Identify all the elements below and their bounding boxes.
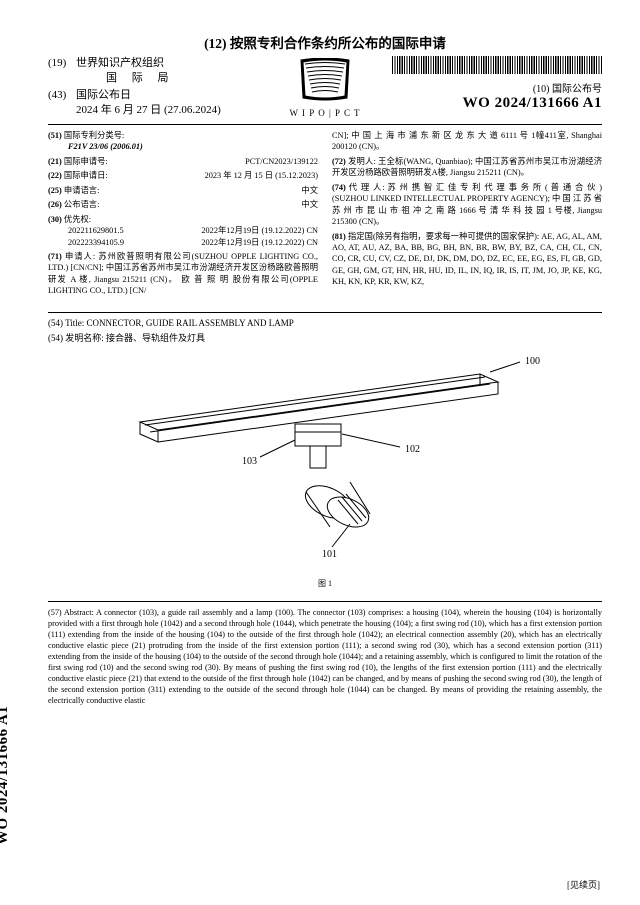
field-22: (22) 国际申请日: 2023 年 12 月 15 日 (15.12.2023… <box>48 170 318 181</box>
field-72-text: 发明人: 王全标(WANG, Quanbiao); 中国江苏省苏州市吴江市汾湖经… <box>332 157 602 177</box>
field-71-cont-text: CN]; 中 国 上 海 市 浦 东 新 区 龙 东 大 道 6111 号 1幢… <box>332 131 602 151</box>
field-21: (21) 国际申请号: PCT/CN2023/139122 <box>48 156 318 167</box>
fig-label-100: 100 <box>525 356 540 367</box>
header-row: (19)世界知识产权组织 国 际 局 (43)国际公布日 2024 年 6 月 … <box>48 56 602 118</box>
figure-area: 100 102 103 101 <box>48 352 602 572</box>
field-72: (72) 发明人: 王全标(WANG, Quanbiao); 中国江苏省苏州市吴… <box>332 156 602 179</box>
field-19-code: (19) <box>48 56 76 71</box>
fig-label-103: 103 <box>242 456 257 467</box>
field-74: (74) 代 理 人: 苏 州 携 智 汇 佳 专 利 代 理 事 务 所 ( … <box>332 182 602 228</box>
field-25-value: 中文 <box>301 185 318 196</box>
biblio-left-col: (51) 国际专利分类号: F21V 23/06 (2006.01) (21) … <box>48 130 318 300</box>
field-30-row1-date: 2022年12月19日 (19.12.2022) CN <box>201 237 318 248</box>
field-19-line2: 国 际 局 <box>48 71 258 86</box>
field-30-row1-num: 202223394105.9 <box>68 237 124 248</box>
field-43-code: (43) <box>48 88 76 103</box>
field-51-label: 国际专利分类号: <box>64 131 124 140</box>
field-51-value: F21V 23/06 (2006.01) <box>48 142 143 151</box>
wipo-logo-text: W I P O | P C T <box>270 108 380 118</box>
field-22-label: 国际申请日: <box>64 171 108 180</box>
divider-mid <box>48 312 602 313</box>
header-left: (19)世界知识产权组织 国 际 局 (43)国际公布日 2024 年 6 月 … <box>48 56 258 117</box>
field-30: (30) 优先权: 202211629801.5 2022年12月19日 (19… <box>48 214 318 248</box>
title-12: (12) 按照专利合作条约所公布的国际申请 <box>48 32 602 52</box>
barcode <box>392 56 602 74</box>
pub-number: WO 2024/131666 A1 <box>392 95 602 112</box>
continued-marker: [见续页] <box>567 878 600 891</box>
field-51: (51) 国际专利分类号: F21V 23/06 (2006.01) <box>48 130 318 153</box>
pub-number-label: (10) 国际公布号 <box>392 80 602 95</box>
field-26: (26) 公布语言: 中文 <box>48 199 318 210</box>
header-right: (10) 国际公布号 WO 2024/131666 A1 <box>392 56 602 112</box>
fig-label-101: 101 <box>322 549 337 560</box>
wipo-logo-icon <box>297 58 353 104</box>
field-71-text: 申请人: 苏州欧普照明有限公司(SUZHOU OPPLE LIGHTING CO… <box>48 252 318 295</box>
field-26-label: 公布语言: <box>64 200 100 209</box>
biblio-right-col: CN]; 中 国 上 海 市 浦 东 新 区 龙 东 大 道 6111 号 1幢… <box>332 130 602 300</box>
field-30-label: 优先权: <box>64 215 91 224</box>
field-25-label: 申请语言: <box>64 186 100 195</box>
field-21-value: PCT/CN2023/139122 <box>245 156 318 167</box>
field-22-value: 2023 年 12 月 15 日 (15.12.2023) <box>205 170 318 181</box>
field-21-label: 国际申请号: <box>64 157 108 166</box>
wipo-logo-block: W I P O | P C T <box>270 56 380 118</box>
bibliographic-block: (51) 国际专利分类号: F21V 23/06 (2006.01) (21) … <box>48 130 602 300</box>
figure-caption: 图 1 <box>48 578 602 589</box>
field-43-date: 2024 年 6 月 27 日 (27.06.2024) <box>48 103 258 118</box>
figure-1-svg: 100 102 103 101 <box>48 352 602 572</box>
abstract-text: (57) Abstract: A connector (103), a guid… <box>48 607 602 707</box>
field-81-text: 指定国(除另有指明，要求每一种可提供的国家保护): AE, AG, AL, AM… <box>332 232 602 287</box>
field-71: (71) 申请人: 苏州欧普照明有限公司(SUZHOU OPPLE LIGHTI… <box>48 251 318 297</box>
field-54-title-en: (54) Title: CONNECTOR, GUIDE RAIL ASSEMB… <box>48 318 602 328</box>
divider-bottom <box>48 601 602 602</box>
field-43-label: 国际公布日 <box>76 89 131 101</box>
divider-top <box>48 124 602 125</box>
field-54-title-cn: (54) 发明名称: 接合器、导轨组件及灯具 <box>48 331 602 344</box>
field-74-text: 代 理 人: 苏 州 携 智 汇 佳 专 利 代 理 事 务 所 ( 普 通 合… <box>332 183 602 226</box>
field-71-cont: CN]; 中 国 上 海 市 浦 东 新 区 龙 东 大 道 6111 号 1幢… <box>332 130 602 153</box>
field-26-value: 中文 <box>301 199 318 210</box>
field-81: (81) 指定国(除另有指明，要求每一种可提供的国家保护): AE, AG, A… <box>332 231 602 288</box>
field-30-row0-num: 202211629801.5 <box>68 225 124 236</box>
field-30-row0-date: 2022年12月19日 (19.12.2022) CN <box>201 225 318 236</box>
field-19-line1: 世界知识产权组织 <box>76 57 164 69</box>
field-25: (25) 申请语言: 中文 <box>48 185 318 196</box>
spine-pub-number: WO 2024/131666 A1 <box>0 706 12 845</box>
fig-label-102: 102 <box>405 444 420 455</box>
